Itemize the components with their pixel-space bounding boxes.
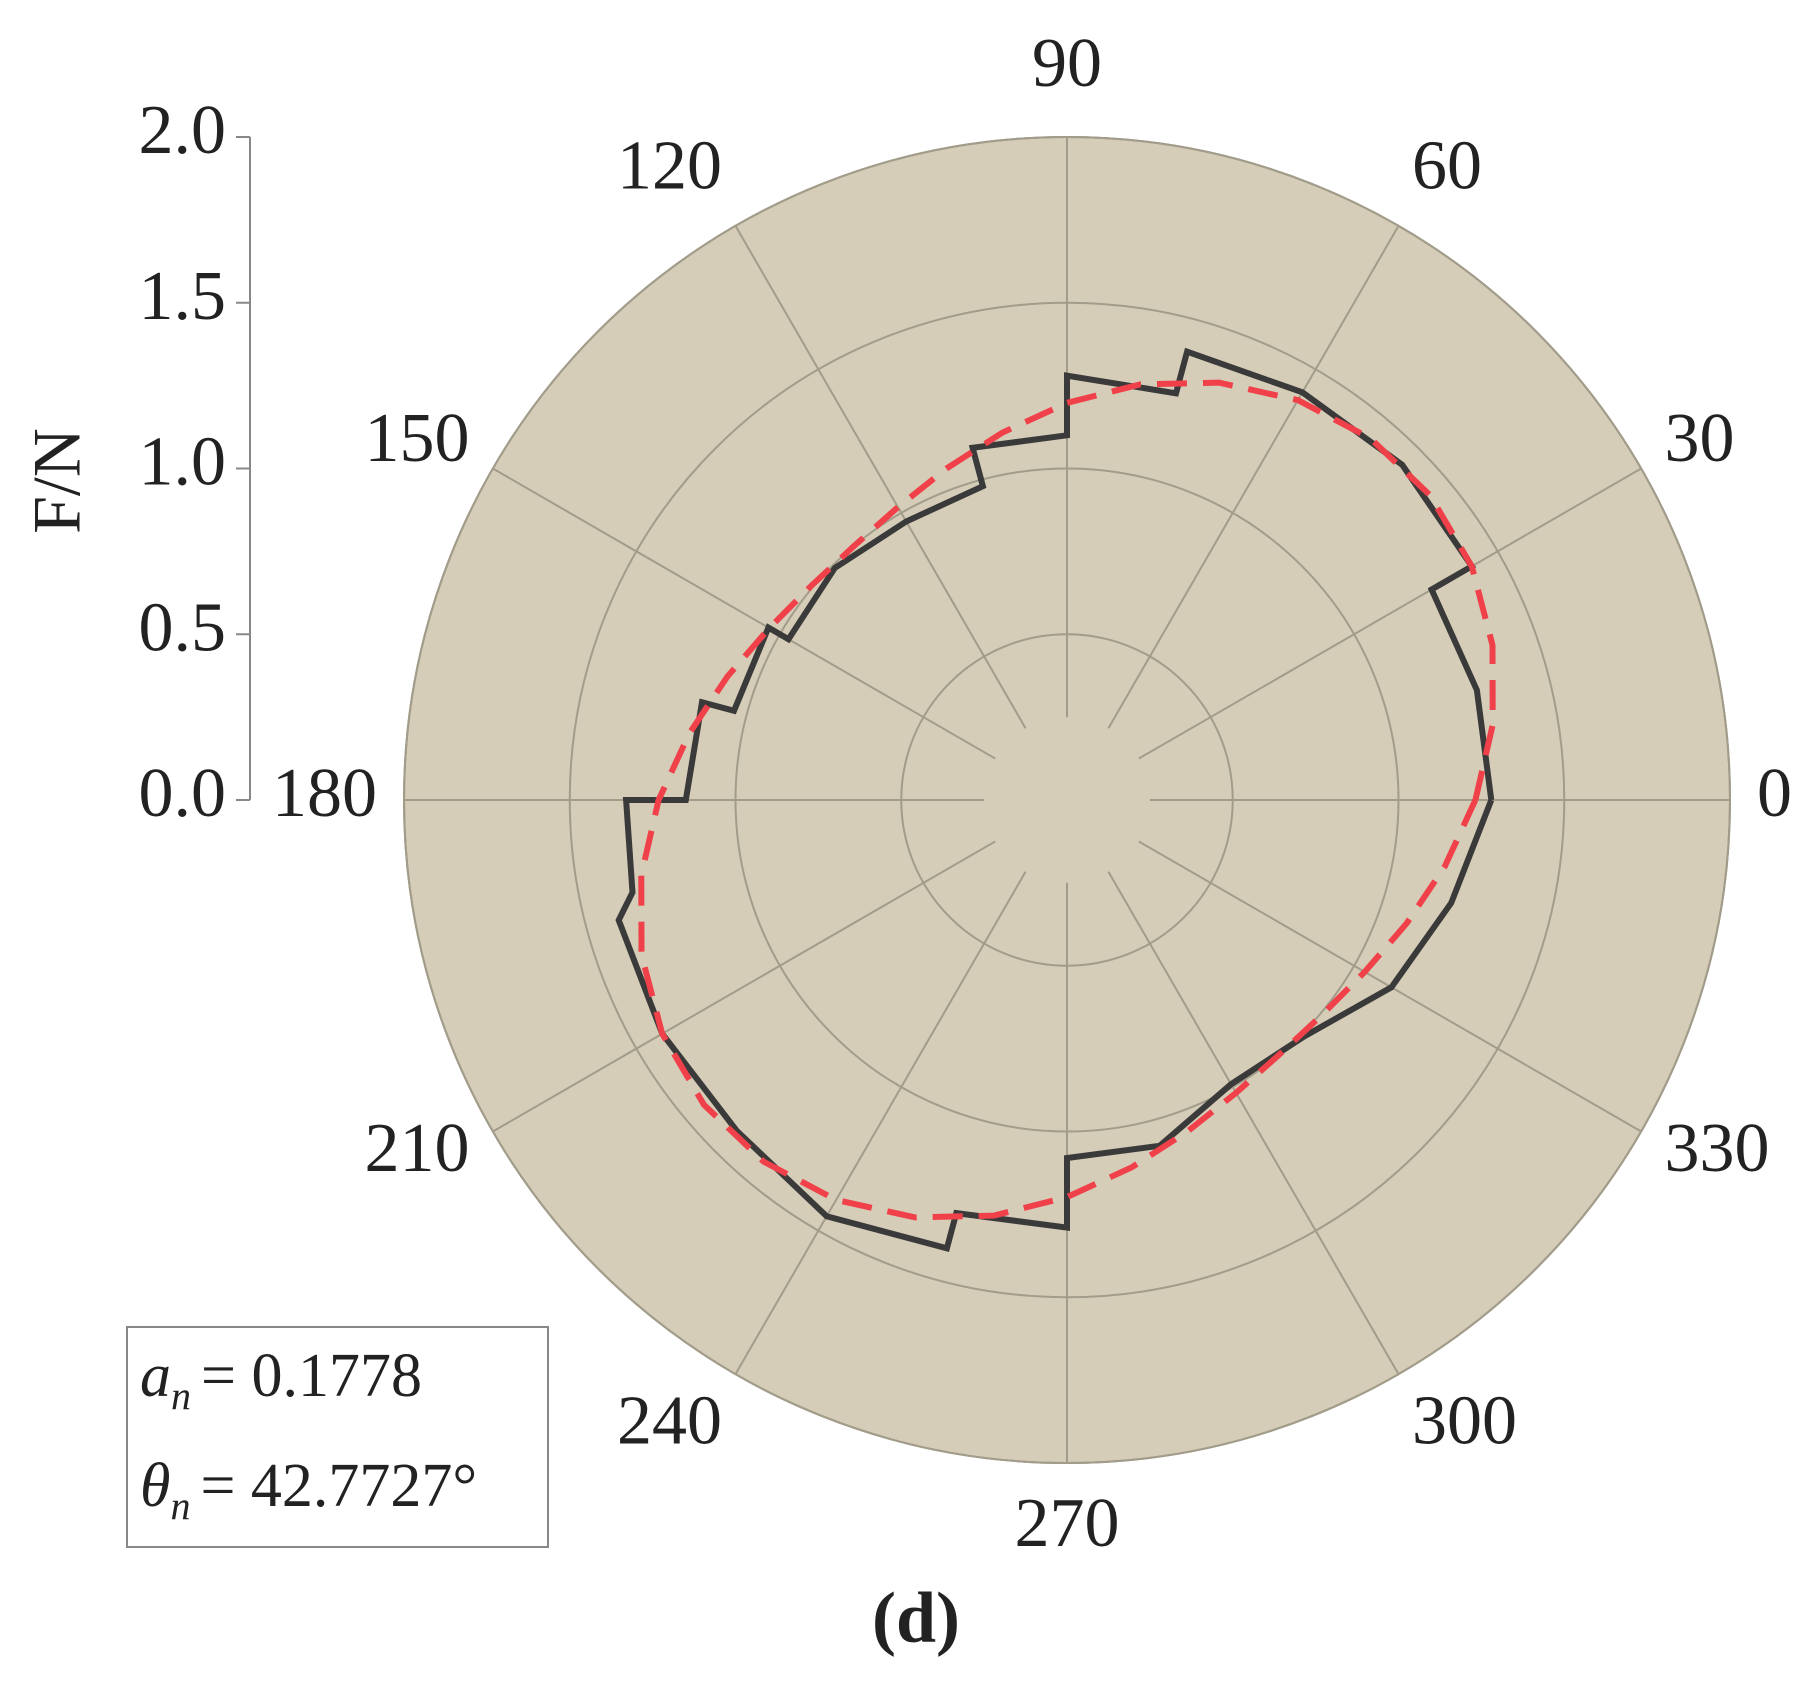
annotation-box — [126, 1326, 549, 1548]
subtitle: (d) — [872, 1578, 960, 1658]
angle-tick-label: 330 — [1665, 1110, 1770, 1187]
angle-tick-label: 270 — [1015, 1485, 1120, 1562]
radial-tick-label: 1.0 — [139, 424, 227, 501]
angle-tick-label: 120 — [617, 128, 722, 205]
radial-tick-label: 0.5 — [139, 589, 227, 666]
radial-tick-label: 1.5 — [139, 258, 227, 335]
annotation-text: an = 0.1778 — [140, 1342, 422, 1418]
angle-tick-label: 240 — [617, 1383, 722, 1460]
annotation-subscript: n — [170, 1483, 190, 1528]
angle-tick-label: 180 — [272, 755, 377, 832]
fit-line — [638, 379, 1496, 1221]
angle-tick-label: 210 — [364, 1110, 469, 1187]
angular-grid-line — [492, 840, 996, 1133]
radial-tick-label: 2.0 — [139, 92, 227, 169]
angular-grid-line — [734, 225, 1027, 729]
angular-grid-line — [734, 871, 1027, 1375]
annotation-text: θn = 42.7727° — [140, 1452, 477, 1528]
angular-grid-line — [1107, 225, 1400, 729]
angle-tick-label: 30 — [1665, 400, 1735, 477]
annotation-value: = 42.7727° — [200, 1452, 477, 1520]
y-axis-label: F/N — [19, 428, 95, 534]
angular-grid-line — [492, 467, 996, 760]
annotation-value: = 0.1778 — [201, 1342, 422, 1410]
angle-tick-label: 150 — [364, 400, 469, 477]
angle-tick-label: 300 — [1412, 1383, 1517, 1460]
data-line — [615, 347, 1495, 1252]
annotation-symbol: θ — [140, 1452, 170, 1520]
annotation-symbol: a — [140, 1342, 171, 1410]
angle-tick-label: 90 — [1032, 25, 1102, 102]
annotation-subscript: n — [171, 1373, 191, 1418]
angle-tick-label: 0 — [1757, 755, 1792, 832]
angular-grid-line — [1107, 871, 1400, 1375]
angular-grid-line — [1138, 467, 1642, 760]
angle-tick-label: 60 — [1412, 128, 1482, 205]
radial-tick-label: 0.0 — [139, 755, 227, 832]
